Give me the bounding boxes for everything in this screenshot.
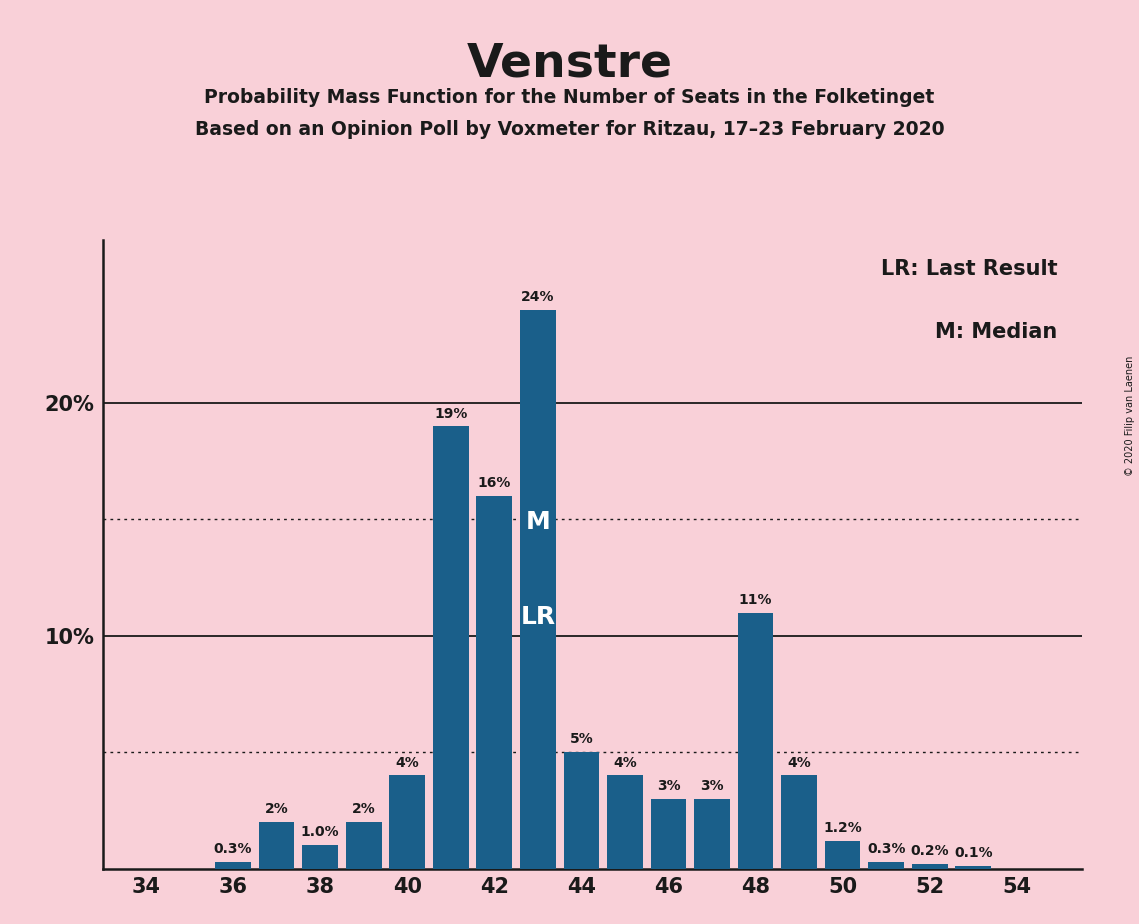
Bar (781, 775, 817, 869)
Bar (738, 613, 773, 869)
Text: 5%: 5% (570, 733, 593, 747)
Text: 16%: 16% (477, 477, 511, 491)
Bar (259, 822, 295, 869)
Bar (215, 861, 251, 869)
Bar (521, 310, 556, 869)
Text: © 2020 Filip van Laenen: © 2020 Filip van Laenen (1125, 356, 1134, 476)
Bar (302, 845, 338, 869)
Text: 2%: 2% (264, 802, 288, 816)
Bar (868, 861, 904, 869)
Text: 2%: 2% (352, 802, 376, 816)
Text: Venstre: Venstre (467, 42, 672, 87)
Text: 0.3%: 0.3% (867, 842, 906, 856)
Text: LR: LR (521, 605, 556, 629)
Text: 0.2%: 0.2% (910, 845, 949, 858)
Text: LR: Last Result: LR: Last Result (880, 259, 1057, 279)
Text: M: Median: M: Median (935, 322, 1057, 342)
Text: 0.3%: 0.3% (214, 842, 253, 856)
Text: Based on an Opinion Poll by Voxmeter for Ritzau, 17–23 February 2020: Based on an Opinion Poll by Voxmeter for… (195, 120, 944, 140)
Text: 3%: 3% (700, 779, 723, 793)
Bar (912, 864, 948, 869)
Text: 4%: 4% (613, 756, 637, 770)
Bar (476, 496, 513, 869)
Text: 1.0%: 1.0% (301, 825, 339, 840)
Bar (433, 426, 468, 869)
Text: 0.1%: 0.1% (953, 846, 992, 860)
Bar (956, 866, 991, 869)
Text: M: M (525, 510, 550, 534)
Text: Probability Mass Function for the Number of Seats in the Folketinget: Probability Mass Function for the Number… (204, 88, 935, 107)
Bar (607, 775, 642, 869)
Bar (650, 798, 687, 869)
Text: 4%: 4% (787, 756, 811, 770)
Text: 19%: 19% (434, 407, 467, 420)
Text: 3%: 3% (657, 779, 680, 793)
Text: 11%: 11% (739, 593, 772, 607)
Bar (346, 822, 382, 869)
Text: 4%: 4% (395, 756, 419, 770)
Bar (564, 752, 599, 869)
Text: 24%: 24% (522, 290, 555, 304)
Bar (694, 798, 730, 869)
Text: 1.2%: 1.2% (823, 821, 862, 834)
Bar (825, 841, 860, 869)
Bar (390, 775, 425, 869)
